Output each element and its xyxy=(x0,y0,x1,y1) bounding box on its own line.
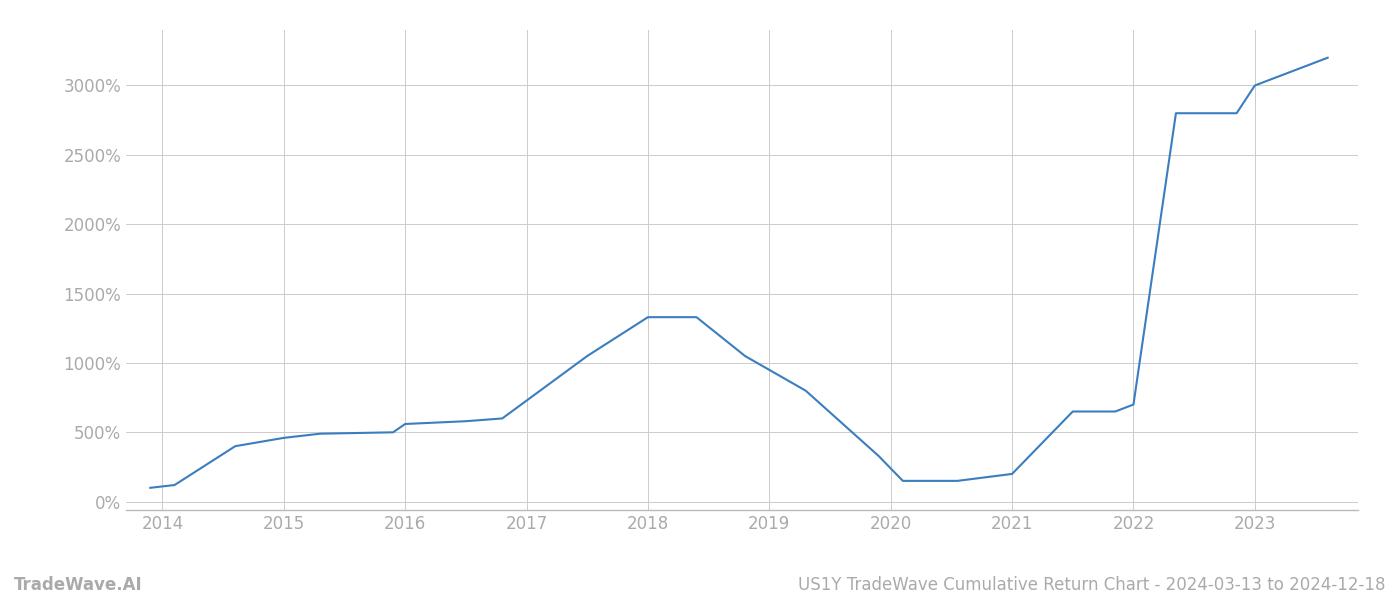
Text: US1Y TradeWave Cumulative Return Chart - 2024-03-13 to 2024-12-18: US1Y TradeWave Cumulative Return Chart -… xyxy=(798,576,1386,594)
Text: TradeWave.AI: TradeWave.AI xyxy=(14,576,143,594)
